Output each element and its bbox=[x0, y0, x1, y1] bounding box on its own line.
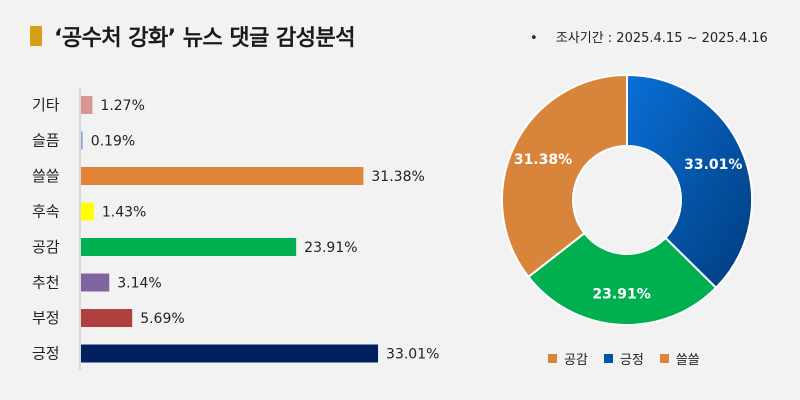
donut-slice-label: 23.91% bbox=[592, 286, 650, 302]
donut-slice bbox=[501, 73, 628, 279]
bar-category-label: 쓸쓸 bbox=[32, 167, 60, 185]
title-marker bbox=[30, 26, 42, 46]
legend-swatch bbox=[548, 354, 557, 363]
bar bbox=[81, 167, 364, 185]
legend-item: 쓸쓸 bbox=[659, 349, 700, 368]
bar-value-label: 0.19% bbox=[91, 134, 135, 150]
bar bbox=[81, 96, 93, 114]
bar-category-label: 기타 bbox=[32, 96, 60, 114]
survey-period: • 조사기간 : 2025.4.15 ~ 2025.4.16 bbox=[530, 27, 768, 46]
bar-category-label: 슬픔 bbox=[32, 132, 60, 150]
bar-value-label: 1.43% bbox=[102, 205, 146, 221]
legend-label: 공감 bbox=[564, 353, 588, 368]
bar-chart: 기타 1.27% 슬픔 0.19% 쓸쓸 31.38% 후속 1.43% 공감 23.91% 추천 3… bbox=[32, 88, 439, 370]
bar-value-label: 23.91% bbox=[304, 240, 357, 256]
donut-legend: 공감 긍정 쓸쓸 bbox=[548, 349, 700, 368]
bar bbox=[81, 309, 133, 327]
bar-value-label: 1.27% bbox=[100, 98, 144, 114]
donut-slice bbox=[626, 73, 753, 290]
legend-label: 긍정 bbox=[619, 353, 644, 368]
bar-category-label: 긍정 bbox=[32, 345, 60, 363]
donut-slice-label: 31.38% bbox=[514, 152, 572, 168]
bar-value-label: 33.01% bbox=[386, 347, 439, 363]
legend-label: 쓸쓸 bbox=[675, 353, 700, 368]
bar-value-label: 3.14% bbox=[117, 276, 161, 292]
bar bbox=[81, 238, 297, 256]
legend-swatch bbox=[603, 354, 613, 363]
legend-item: 공감 bbox=[548, 349, 588, 368]
legend-item: 긍정 bbox=[603, 349, 644, 368]
bar-value-label: 5.69% bbox=[140, 311, 184, 327]
bar-value-label: 31.38% bbox=[371, 169, 424, 185]
donut-chart: 33.01% 23.91% 31.38% bbox=[501, 73, 753, 326]
chart-title: ‘공수처 강화’ 뉴스 댓글 감성분석 bbox=[54, 26, 355, 51]
bar bbox=[81, 344, 379, 363]
bar bbox=[81, 202, 94, 221]
bar bbox=[81, 273, 110, 292]
bar-category-label: 추천 bbox=[32, 274, 60, 292]
bar bbox=[81, 131, 83, 150]
legend-swatch bbox=[659, 354, 669, 363]
bar-category-label: 후속 bbox=[32, 203, 60, 221]
period-bullet: • bbox=[530, 31, 538, 46]
donut-slice bbox=[527, 231, 718, 326]
chart-title-bar: ‘공수처 강화’ 뉴스 댓글 감성분석 bbox=[30, 20, 355, 52]
donut-slice-label: 33.01% bbox=[684, 157, 742, 173]
bar-category-label: 부정 bbox=[32, 309, 60, 327]
bar-category-label: 공감 bbox=[32, 238, 60, 256]
period-text: 조사기간 : 2025.4.15 ~ 2025.4.16 bbox=[555, 31, 768, 46]
